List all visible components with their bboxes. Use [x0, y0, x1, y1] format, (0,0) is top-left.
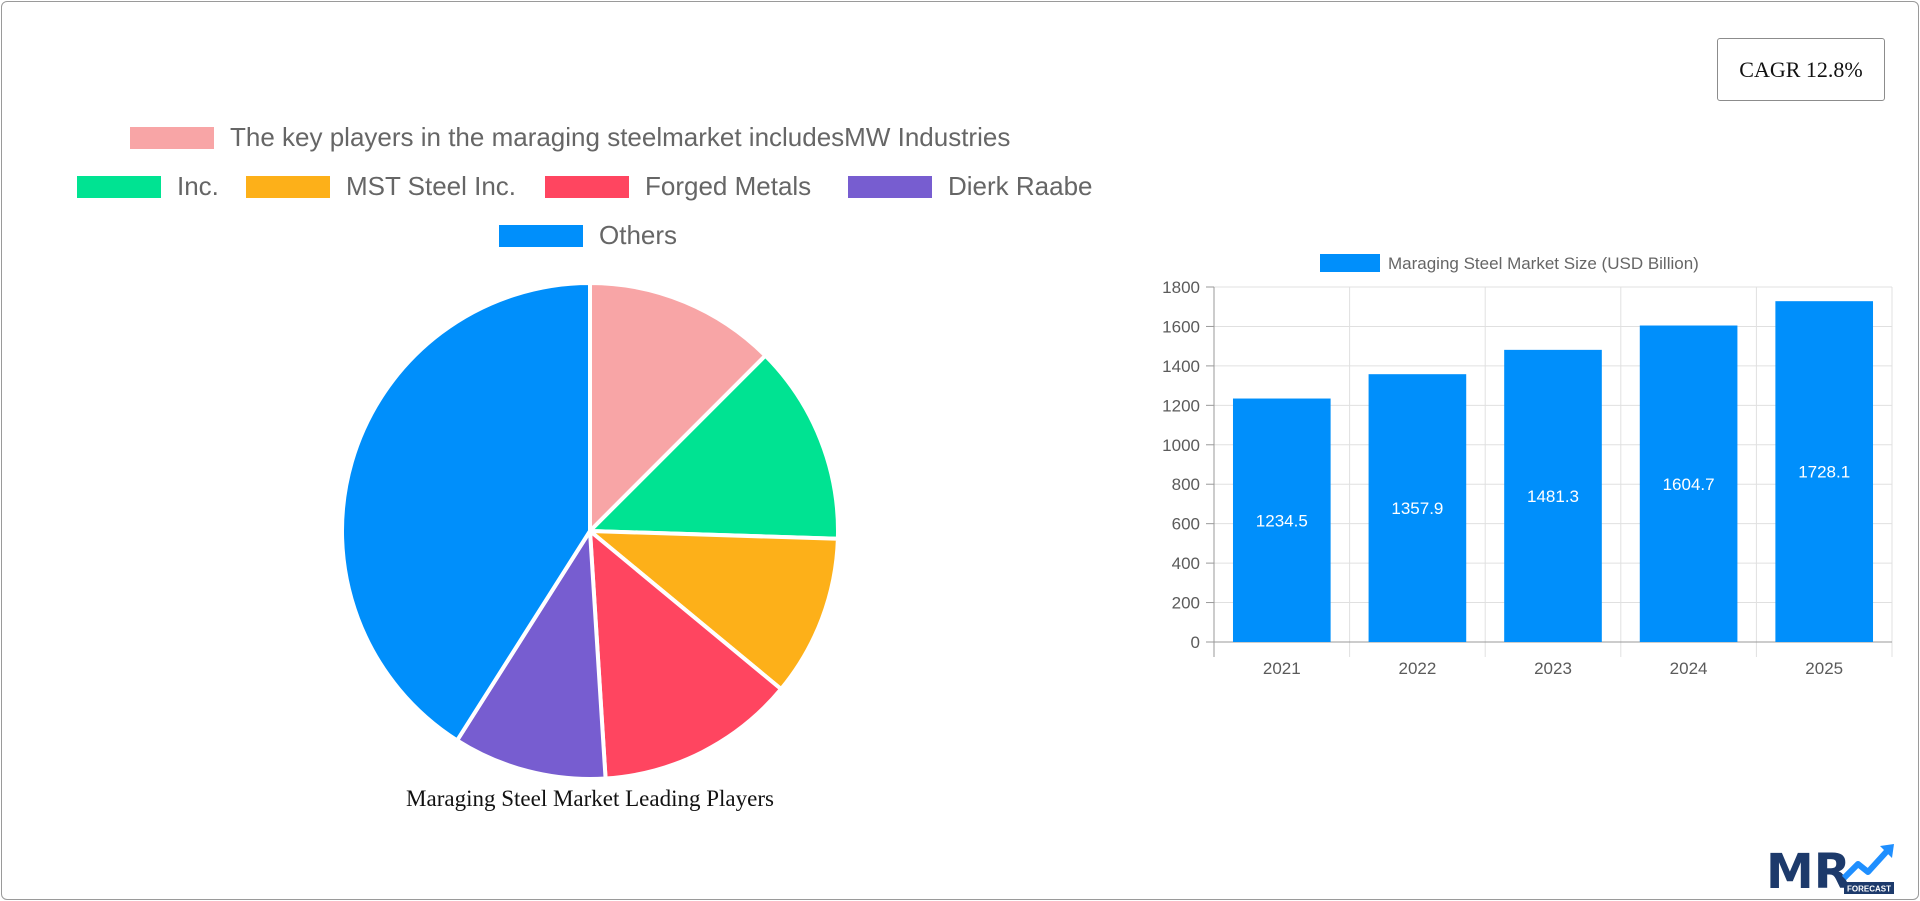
bar-data-label: 1357.9 [1391, 499, 1443, 518]
legend-swatch [77, 175, 161, 198]
y-tick-label: 800 [1172, 475, 1200, 494]
pie-slice-0[interactable] [588, 280, 769, 536]
bar-data-label: 1604.7 [1663, 475, 1715, 494]
legend-item-inc[interactable]: Inc. [77, 171, 219, 202]
cagr-badge: CAGR 12.8% [1717, 38, 1885, 101]
legend-label: The key players in the maraging steelmar… [230, 122, 1011, 152]
legend-item-forged-metals[interactable]: Forged Metals [545, 171, 811, 202]
x-tick-label: 2024 [1670, 659, 1708, 678]
legend-label: Dierk Raabe [948, 171, 1093, 201]
pie-slice-3[interactable] [587, 526, 784, 781]
pie-slice-2[interactable] [584, 528, 840, 692]
y-tick-label: 1600 [1162, 317, 1200, 336]
y-tick-label: 1800 [1162, 278, 1200, 297]
legend-swatch [848, 175, 932, 198]
x-tick-label: 2023 [1534, 659, 1572, 678]
legend-label: Others [599, 220, 678, 250]
pie-slice-4[interactable] [454, 524, 608, 781]
bar-chart: Maraging Steel Market Size (USD Billion)… [1162, 254, 1893, 678]
bar-2025[interactable] [1775, 301, 1874, 642]
bar-2023[interactable] [1504, 349, 1602, 642]
y-tick-label: 1200 [1162, 396, 1200, 415]
bar-y-axis: 0 200 400 600 800 1000 1200 1400 1600 1800 [1162, 278, 1215, 657]
legend-swatch [545, 175, 629, 198]
legend-swatch [246, 175, 330, 198]
x-tick-label: 2021 [1263, 659, 1301, 678]
legend-swatch [499, 224, 583, 247]
y-tick-label: 200 [1172, 594, 1200, 613]
y-tick-label: 1400 [1162, 357, 1200, 376]
legend-item-others[interactable]: Others [499, 220, 677, 251]
y-tick-label: 600 [1172, 515, 1200, 534]
mr-forecast-logo: MR FORECAST [1766, 844, 1894, 894]
bar-data-label: 1481.3 [1527, 487, 1579, 506]
legend-item-mst-steel[interactable]: MST Steel Inc. [246, 171, 516, 202]
legend-label: Inc. [177, 171, 219, 201]
y-tick-label: 0 [1191, 633, 1200, 652]
logo-sub-bg [1844, 882, 1894, 894]
y-tick-label: 1000 [1162, 436, 1200, 455]
bar-series: 1234.5 1357.9 1481.3 1604.7 1728.1 [1232, 301, 1874, 642]
logo-letters: MR [1766, 844, 1851, 894]
y-tick-label: 400 [1172, 554, 1200, 573]
pie-slice-1[interactable] [585, 352, 840, 541]
pie-chart-title: Maraging Steel Market Leading Players [406, 786, 774, 811]
bar-legend-swatch [1320, 254, 1380, 272]
legend-swatch [130, 126, 214, 149]
legend-item-mw-industries[interactable]: The key players in the maraging steelmar… [130, 122, 1010, 153]
pie-legend: The key players in the maraging steelmar… [42, 122, 1142, 262]
bar-2022[interactable] [1368, 374, 1467, 642]
bar-2021[interactable] [1232, 398, 1331, 642]
logo-sub: FORECAST [1847, 885, 1891, 894]
legend-label: Forged Metals [645, 171, 812, 201]
bar-x-axis: 2021 2022 2023 2024 2025 [1214, 641, 1892, 678]
bar-2024[interactable] [1639, 325, 1738, 642]
bar-legend[interactable]: Maraging Steel Market Size (USD Billion) [1320, 254, 1699, 273]
bar-data-label: 1728.1 [1798, 463, 1850, 482]
x-tick-label: 2025 [1805, 659, 1843, 678]
legend-item-dierk-raabe[interactable]: Dierk Raabe [848, 171, 1093, 202]
bar-legend-label: Maraging Steel Market Size (USD Billion) [1388, 254, 1699, 273]
bar-data-label: 1234.5 [1256, 511, 1308, 530]
x-tick-label: 2022 [1398, 659, 1436, 678]
trend-arrow-icon [1841, 847, 1891, 881]
pie-chart [340, 280, 840, 781]
legend-label: MST Steel Inc. [346, 171, 517, 201]
pie-slice-5[interactable] [340, 280, 592, 744]
arrow-head-icon [1880, 844, 1894, 858]
